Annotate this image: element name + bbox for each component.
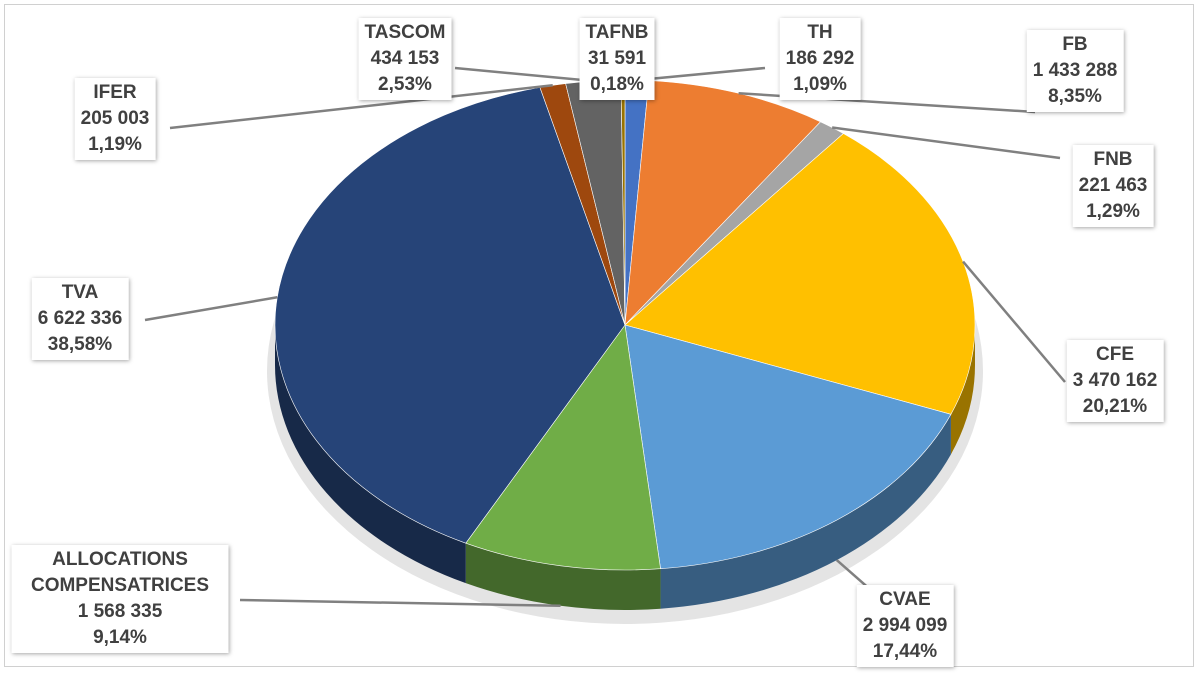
leader-line	[831, 126, 1061, 160]
leader-line	[144, 296, 278, 322]
data-label: TVA 6 622 336 38,58%	[31, 278, 129, 360]
slice	[624, 324, 952, 570]
value-label: 1 433 288	[1032, 60, 1118, 81]
pie-sides	[275, 325, 975, 610]
percent-label: 1,19%	[88, 134, 142, 155]
slice-side	[660, 414, 951, 609]
leader-line	[239, 598, 561, 608]
value-label: 1 568 335	[77, 601, 163, 622]
value-label: 6 622 336	[37, 308, 123, 329]
category-label: TH	[807, 22, 833, 43]
category-label: CVAE	[879, 589, 931, 610]
leader-line	[454, 66, 594, 83]
category-label: CFE	[1096, 344, 1134, 365]
category-label: FNB	[1093, 149, 1133, 170]
slice-side	[465, 543, 661, 610]
slice-side	[950, 325, 975, 455]
data-label: TH 186 292 1,09%	[779, 18, 861, 100]
slice	[465, 324, 661, 571]
slice-side	[275, 325, 466, 584]
category-label: IFER	[93, 82, 137, 103]
value-label: 2 994 099	[862, 615, 948, 636]
data-label: TAFNB 31 591 0,18%	[579, 18, 655, 100]
leader-line	[962, 260, 1066, 383]
value-label: 221 463	[1078, 175, 1148, 196]
value-label: 205 003	[80, 108, 150, 129]
leader-line	[169, 84, 553, 130]
percent-label: 38,58%	[47, 334, 113, 355]
leader-line	[636, 66, 766, 82]
value-label: 31 591	[587, 48, 647, 69]
percent-label: 2,53%	[378, 74, 432, 95]
value-label: 3 470 162	[1072, 370, 1158, 391]
data-label: CFE 3 470 162 20,21%	[1066, 340, 1164, 422]
category-label: TVA	[61, 282, 99, 303]
percent-label: 0,18%	[590, 74, 644, 95]
percent-label: 1,29%	[1086, 201, 1140, 222]
slice	[624, 133, 976, 415]
data-label: CVAE 2 994 099 17,44%	[856, 585, 954, 667]
percent-label: 1,09%	[793, 74, 847, 95]
percent-label: 20,21%	[1082, 396, 1148, 417]
data-label: IFER 205 003 1,19%	[74, 78, 156, 160]
percent-label: 8,35%	[1048, 86, 1102, 107]
data-label: ALLOCATIONS COMPENSATRICES 1 568 335 9,14%	[11, 545, 229, 653]
data-label: FNB 221 463 1,29%	[1072, 145, 1154, 227]
data-label: TASCOM 434 153 2,53%	[358, 18, 452, 100]
data-label: FB 1 433 288 8,35%	[1026, 30, 1124, 112]
category-label: TAFNB	[585, 22, 649, 43]
percent-label: 17,44%	[872, 641, 938, 662]
category-label: FB	[1062, 34, 1088, 55]
chart-frame	[4, 4, 1194, 667]
slice	[274, 87, 626, 544]
value-label: 186 292	[785, 48, 855, 69]
category-label: TASCOM	[364, 22, 446, 43]
percent-label: 9,14%	[93, 627, 147, 648]
pie-tops	[274, 79, 976, 571]
value-label: 434 153	[370, 48, 440, 69]
category-label: ALLOCATIONS COMPENSATRICES	[30, 549, 210, 596]
